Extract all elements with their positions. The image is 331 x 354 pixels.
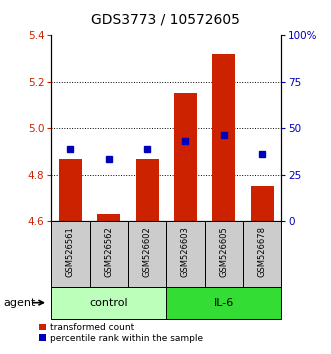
Bar	[174, 93, 197, 221]
Text: control: control	[89, 298, 128, 308]
Bar	[136, 159, 159, 221]
Legend: transformed count, percentile rank within the sample: transformed count, percentile rank withi…	[39, 323, 203, 343]
Bar	[59, 159, 82, 221]
Bar	[205, 221, 243, 287]
Text: agent: agent	[3, 298, 36, 308]
Bar	[166, 287, 281, 319]
Bar	[51, 287, 166, 319]
Bar	[128, 221, 166, 287]
Bar	[166, 221, 205, 287]
Bar	[212, 54, 235, 221]
Text: GSM526602: GSM526602	[143, 226, 152, 276]
Text: GSM526605: GSM526605	[219, 226, 228, 276]
Text: IL-6: IL-6	[214, 298, 234, 308]
Bar	[97, 214, 120, 221]
Bar	[251, 187, 274, 221]
Bar	[90, 221, 128, 287]
Text: GDS3773 / 10572605: GDS3773 / 10572605	[91, 12, 240, 27]
Text: GSM526678: GSM526678	[258, 226, 267, 277]
Text: GSM526562: GSM526562	[104, 226, 113, 276]
Text: GSM526561: GSM526561	[66, 226, 75, 276]
Text: GSM526603: GSM526603	[181, 226, 190, 277]
Bar	[51, 221, 90, 287]
Bar	[243, 221, 281, 287]
